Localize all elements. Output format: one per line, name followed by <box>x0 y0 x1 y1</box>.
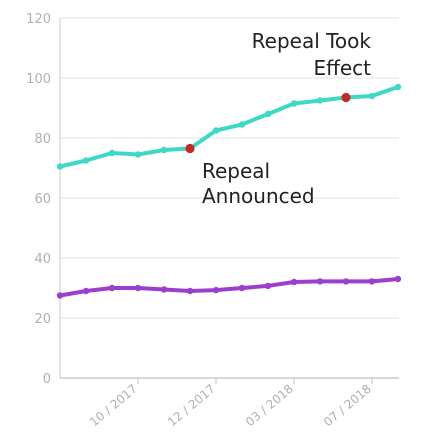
series-0-point-6 <box>212 127 220 134</box>
series-0-point-13 <box>394 83 402 91</box>
series-1-point-6 <box>212 286 220 294</box>
series-1-point-4 <box>160 286 168 293</box>
series-0-point-0 <box>56 163 64 170</box>
series-1-point-13 <box>394 275 402 283</box>
annotation-0-line-0: Repeal <box>202 159 270 183</box>
y-tick-label-6: 120 <box>26 12 51 27</box>
x-tick-label-0: 10 / 2017 <box>87 382 140 430</box>
series-0-point-3 <box>134 151 142 158</box>
event-marker-0 <box>185 143 195 154</box>
series-1-point-0 <box>56 292 64 299</box>
series-1-point-2 <box>108 284 116 292</box>
series-0-point-9 <box>290 100 298 107</box>
series-1-point-9 <box>290 278 298 286</box>
y-tick-label-1: 20 <box>34 312 51 327</box>
y-tick-label-0: 0 <box>43 372 51 387</box>
series-1-point-8 <box>264 282 272 290</box>
series-1-point-1 <box>82 287 90 295</box>
y-tick-label-2: 40 <box>34 252 51 267</box>
series-0-point-2 <box>108 149 116 157</box>
series-1-point-11 <box>342 278 350 285</box>
x-tick-label-1: 12 / 2017 <box>165 382 218 430</box>
series-0-point-12 <box>368 92 376 100</box>
y-tick-label-3: 60 <box>34 192 51 207</box>
y-tick-label-5: 100 <box>26 72 51 87</box>
series-line-1 <box>58 277 400 298</box>
event-marker-1 <box>341 92 351 103</box>
series-0-point-7 <box>238 121 246 128</box>
x-tick-label-3: 07 / 2018 <box>321 382 374 430</box>
y-tick-label-4: 80 <box>34 132 51 147</box>
annotation-1-line-1: Effect <box>313 56 371 80</box>
annotation-1-line-0: Repeal Took <box>252 29 372 53</box>
series-1-point-3 <box>134 284 142 292</box>
x-tick-label-2: 03 / 2018 <box>243 382 296 430</box>
series-0-point-8 <box>264 110 272 118</box>
series-0-point-4 <box>160 146 168 154</box>
annotation-0-line-1: Announced <box>202 184 315 208</box>
series-1-point-7 <box>238 284 246 292</box>
series-0-point-1 <box>82 157 90 164</box>
series-1-point-5 <box>186 287 194 295</box>
series-1-point-12 <box>368 278 376 285</box>
series-0-point-10 <box>316 97 324 104</box>
series-1-point-10 <box>316 278 324 285</box>
